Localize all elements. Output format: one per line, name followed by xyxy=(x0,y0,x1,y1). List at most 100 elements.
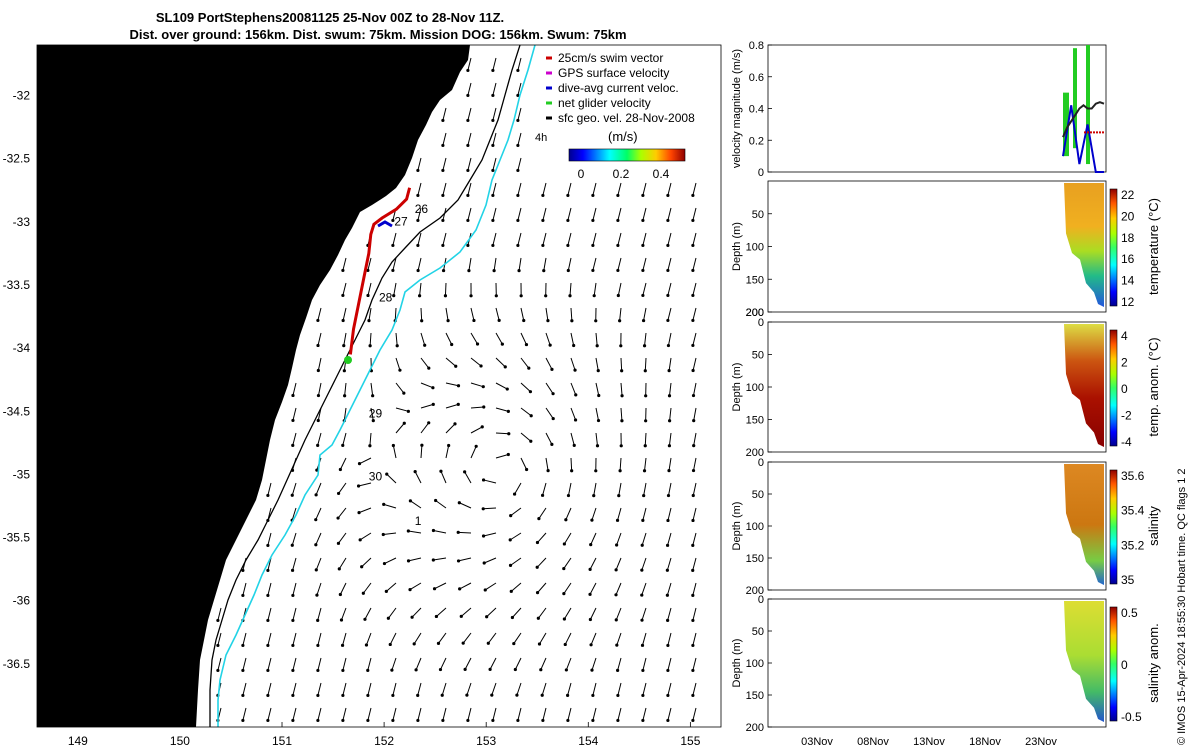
vector-head xyxy=(291,593,295,598)
vector-arrow xyxy=(464,471,472,484)
vector-arrow xyxy=(589,582,597,595)
vector-arrow xyxy=(489,657,497,670)
vector-arrow xyxy=(565,507,572,520)
vector-head xyxy=(391,218,395,223)
vector-head xyxy=(266,668,270,673)
vector-head xyxy=(316,393,321,398)
colorbar-tick-label: -0.5 xyxy=(1121,710,1142,724)
vector-head xyxy=(456,559,461,563)
vector-arrow xyxy=(570,432,575,446)
vector-head xyxy=(241,693,245,698)
vector-head xyxy=(342,344,346,348)
vector-head xyxy=(441,143,445,148)
vector-arrow xyxy=(367,657,372,671)
vector-head xyxy=(516,143,520,148)
panel-ytick-label: 0 xyxy=(758,167,764,179)
vector-head xyxy=(666,268,670,273)
legend-4h: 4h xyxy=(535,132,547,144)
vector-arrow xyxy=(589,557,597,570)
legend-entry: 25cm/s swim vector xyxy=(558,51,663,65)
vector-arrow xyxy=(442,182,447,196)
vector-arrow xyxy=(667,632,672,646)
vector-head xyxy=(391,718,395,723)
vector-head xyxy=(342,369,346,373)
vector-arrow xyxy=(464,657,472,670)
vector-arrow xyxy=(592,232,597,246)
velocity-vector-field xyxy=(216,57,697,723)
vector-head xyxy=(241,643,245,648)
vector-head xyxy=(315,593,319,597)
panel-ylabel: Depth (m) xyxy=(731,502,743,551)
vector-head xyxy=(266,593,270,598)
vector-head xyxy=(640,568,644,572)
vector-arrow xyxy=(537,607,547,619)
vector-arrow xyxy=(492,157,497,171)
panel-frame xyxy=(767,461,1107,591)
vector-head xyxy=(494,294,498,298)
vector-arrow xyxy=(545,332,551,346)
vector-head xyxy=(592,294,596,298)
vector-head xyxy=(548,343,552,347)
vector-arrow xyxy=(415,657,422,671)
vector-head xyxy=(566,493,571,498)
vector-head xyxy=(341,668,345,673)
vector-head xyxy=(465,693,469,697)
panel-ytick-label: 0.4 xyxy=(749,104,764,116)
vector-arrow xyxy=(692,507,697,521)
vector-arrow xyxy=(666,557,672,571)
panel-velocity: velocity magnitude (m/s) 0 0.2 0.4 0.6 0.8 xyxy=(731,40,1107,179)
vector-head xyxy=(642,469,647,473)
vector-head xyxy=(439,469,443,473)
legend-entry: sfc geo. vel. 28-Nov-2008 xyxy=(558,111,695,125)
time-tick-label: 18Nov xyxy=(969,736,1001,748)
vector-arrow xyxy=(339,582,347,595)
vector-head xyxy=(441,243,445,248)
vector-arrow xyxy=(291,507,297,521)
vector-arrow xyxy=(395,382,405,394)
vector-arrow xyxy=(315,482,322,496)
panel-colorbar xyxy=(1109,469,1118,585)
panel-ytick-label: 50 xyxy=(752,626,764,638)
vector-head xyxy=(566,693,570,697)
panel-colorbar-label: salinity anom. xyxy=(1146,623,1161,702)
vector-arrow xyxy=(419,282,422,296)
vector-head xyxy=(641,293,645,298)
vector-head xyxy=(466,718,470,723)
panel-ytick-label: 50 xyxy=(752,209,764,221)
lon-tick-label: 149 xyxy=(68,734,88,748)
vector-head xyxy=(316,718,320,723)
vector-arrow xyxy=(433,557,447,561)
vector-arrow xyxy=(445,307,449,321)
vector-head xyxy=(338,592,342,597)
vector-head xyxy=(216,668,220,673)
vector-arrow xyxy=(692,482,697,496)
vector-arrow xyxy=(514,657,522,670)
vector-arrow xyxy=(367,707,372,721)
lat-tick-label: -36.5 xyxy=(3,657,31,671)
dive-avg-trace xyxy=(1062,105,1104,173)
vector-head xyxy=(641,518,645,523)
vector-head xyxy=(536,616,540,620)
vector-head xyxy=(341,293,345,298)
vector-head xyxy=(509,513,513,518)
vector-head xyxy=(644,419,648,423)
vector-arrow xyxy=(543,257,547,271)
vector-arrow xyxy=(467,182,472,196)
vector-head xyxy=(453,422,457,426)
vector-head xyxy=(540,693,544,697)
vector-head xyxy=(441,168,445,173)
vector-head xyxy=(566,718,570,723)
lon-tick-label: 153 xyxy=(476,734,496,748)
vector-arrow xyxy=(564,632,572,645)
vector-arrow xyxy=(570,357,576,371)
vector-head xyxy=(550,442,554,446)
vector-head xyxy=(491,93,495,98)
vector-arrow xyxy=(484,557,497,564)
vector-arrow xyxy=(392,445,397,459)
vector-head xyxy=(316,618,320,622)
panel-frame xyxy=(767,598,1107,728)
vector-arrow xyxy=(395,332,398,346)
vector-head xyxy=(438,667,443,672)
vector-head xyxy=(241,568,245,573)
vector-arrow xyxy=(517,57,522,71)
